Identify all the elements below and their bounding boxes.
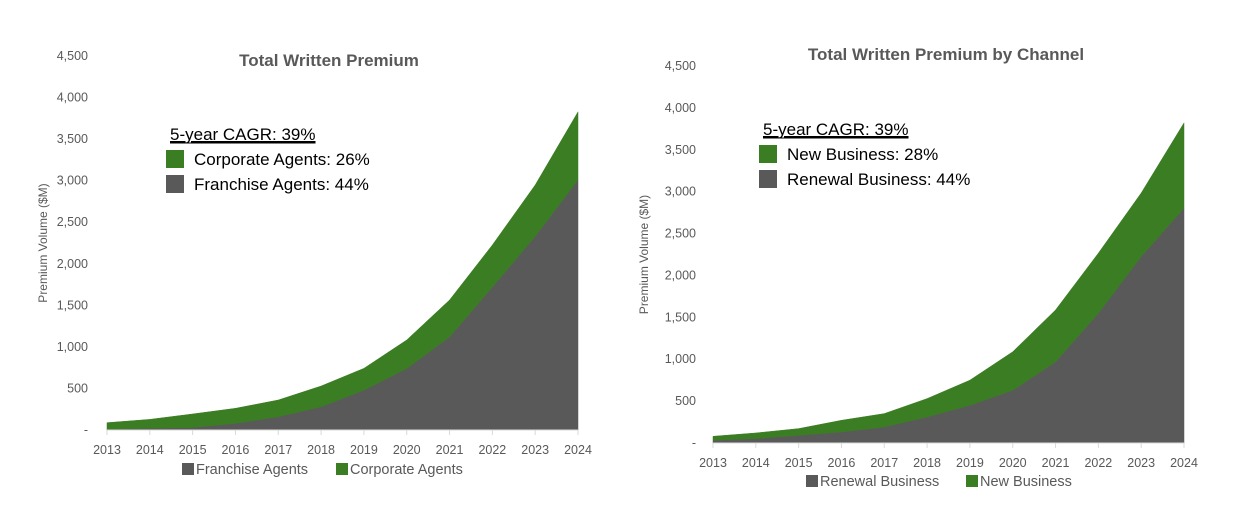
x-tick-label: 2022	[1084, 456, 1112, 470]
x-tick-label: 2015	[179, 443, 207, 457]
x-tick-label: 2023	[521, 443, 549, 457]
cagr-swatch	[166, 150, 184, 168]
y-tick-label: 4,000	[665, 101, 696, 115]
legend-label: Renewal Business	[820, 474, 939, 490]
y-axis-label: Premium Volume ($M)	[637, 195, 651, 314]
legend-label: Franchise Agents	[196, 462, 308, 478]
cagr-item: New Business: 28%	[787, 145, 938, 164]
cagr-heading: 5-year CAGR: 39%	[763, 120, 909, 139]
cagr-swatch	[166, 175, 184, 193]
y-tick-label: 3,000	[665, 185, 696, 199]
y-tick-label: 3,500	[57, 132, 88, 146]
cagr-item: Corporate Agents: 26%	[194, 150, 370, 169]
x-tick-label: 2024	[1170, 456, 1198, 470]
chart-title: Total Written Premium by Channel	[808, 45, 1084, 64]
x-tick-label: 2017	[870, 456, 898, 470]
y-tick-label: 1,500	[665, 310, 696, 324]
x-tick-label: 2020	[393, 443, 421, 457]
x-tick-label: 2017	[264, 443, 292, 457]
legend-swatch	[806, 475, 818, 487]
legend-label: New Business	[980, 474, 1072, 490]
cagr-item: Renewal Business: 44%	[787, 170, 970, 189]
x-tick-label: 2018	[307, 443, 335, 457]
cagr-swatch	[759, 145, 777, 163]
y-tick-label: 500	[67, 381, 88, 395]
y-tick-label: 500	[675, 394, 696, 408]
legend-swatch	[336, 463, 348, 475]
x-tick-label: 2013	[93, 443, 121, 457]
cagr-heading: 5-year CAGR: 39%	[170, 125, 316, 144]
legend-swatch	[966, 475, 978, 487]
y-tick-label: 4,000	[57, 91, 88, 105]
y-tick-label: 3,500	[665, 143, 696, 157]
y-tick-label: 4,500	[57, 49, 88, 63]
y-tick-label: 4,500	[665, 59, 696, 73]
x-tick-label: 2024	[564, 443, 592, 457]
x-tick-label: 2016	[222, 443, 250, 457]
x-tick-label: 2015	[785, 456, 813, 470]
y-axis-label: Premium Volume ($M)	[36, 183, 50, 302]
y-tick-label: 1,500	[57, 298, 88, 312]
x-tick-label: 2023	[1127, 456, 1155, 470]
y-tick-label: 2,500	[665, 227, 696, 241]
legend-swatch	[182, 463, 194, 475]
y-tick-label: -	[692, 436, 696, 450]
x-tick-label: 2014	[742, 456, 770, 470]
y-tick-label: 2,000	[57, 257, 88, 271]
legend-label: Corporate Agents	[350, 462, 463, 478]
area-corporate-agents	[106, 110, 579, 430]
cagr-swatch	[759, 170, 777, 188]
x-tick-label: 2022	[478, 443, 506, 457]
x-tick-label: 2019	[956, 456, 984, 470]
x-tick-label: 2016	[828, 456, 856, 470]
y-tick-label: -	[84, 423, 88, 437]
y-tick-label: 2,000	[665, 268, 696, 282]
x-tick-label: 2021	[1042, 456, 1070, 470]
cagr-item: Franchise Agents: 44%	[194, 175, 369, 194]
x-tick-label: 2018	[913, 456, 941, 470]
x-tick-label: 2014	[136, 443, 164, 457]
x-tick-label: 2019	[350, 443, 378, 457]
chart-1: Total Written Premium Premium Volume ($M)…	[36, 49, 592, 478]
y-tick-label: 1,000	[665, 352, 696, 366]
area-new-business	[712, 121, 1185, 441]
y-tick-label: 1,000	[57, 340, 88, 354]
y-tick-label: 2,500	[57, 215, 88, 229]
y-tick-label: 3,000	[57, 174, 88, 188]
chart-title: Total Written Premium	[239, 51, 419, 70]
x-tick-label: 2020	[999, 456, 1027, 470]
chart-2: Total Written Premium by Channel Premium …	[637, 45, 1198, 490]
x-tick-label: 2013	[699, 456, 727, 470]
x-tick-label: 2021	[436, 443, 464, 457]
